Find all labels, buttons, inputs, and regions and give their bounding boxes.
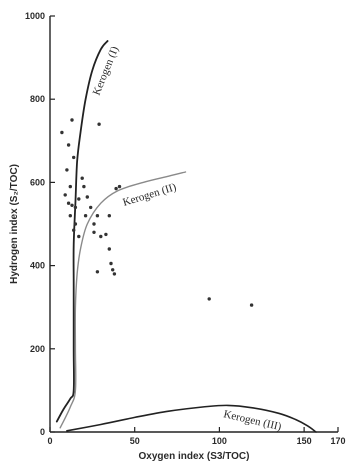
kerogen-ii-curve [59,171,187,429]
data-point [117,184,122,189]
data-point [99,234,103,239]
data-point [73,222,78,226]
y-tick-label: 0 [40,427,45,437]
x-tick-label: 100 [212,436,227,446]
kerogen-iii-curve [66,404,317,433]
y-tick-label: 200 [30,344,45,354]
data-point [82,184,86,189]
y-tick-label: 800 [30,94,45,104]
data-point [92,230,96,234]
data-point [72,228,76,232]
x-tick-label: 170 [330,436,345,446]
data-point [104,232,108,237]
x-tick-label: 50 [130,436,140,446]
data-point [92,222,96,226]
data-point [207,297,211,301]
x-tick-label: 0 [47,436,52,446]
data-point [66,201,71,205]
data-point [66,143,71,147]
data-point [95,270,100,274]
data-point [68,214,73,218]
label-layer: Kerogen (I)Kerogen (II)Kerogen (III) [91,44,283,433]
x-tick-label: 150 [297,436,312,446]
curve-layer [55,40,317,433]
data-point [77,197,81,201]
data-point [112,272,117,276]
data-point [111,268,115,272]
kerogen-i-label: Kerogen (I) [91,44,122,97]
kerogen-i-curve [55,40,109,423]
axis-layer [49,16,338,433]
data-point [63,193,67,197]
y-tick-label: 1000 [25,11,45,21]
data-point [80,176,84,180]
data-point [107,247,112,251]
y-tick-label: 400 [30,261,45,271]
data-point [114,186,118,191]
data-point [83,214,88,218]
data-point [107,214,112,218]
data-point [97,122,101,126]
data-point [77,234,81,239]
data-point [73,205,78,210]
data-point [89,205,93,210]
point-layer [60,118,254,307]
kerogen-ii-label: Kerogen (II) [121,181,178,209]
data-point [70,118,74,122]
y-tick-label: 600 [30,177,45,187]
data-point [95,214,100,218]
tick-layer: 0 50 100 150 170 0 200 400 600 800 1000 [25,11,346,446]
data-point [70,203,74,207]
y-axis-title: Hydrogen index (S₂/TOC) [9,164,20,284]
x-axis-title: Oxygen index (S3/TOC) [139,451,250,462]
data-point [249,303,254,307]
data-point [65,168,69,172]
data-point [85,195,90,199]
data-point [109,261,113,266]
data-point [60,130,64,135]
data-point [68,184,73,189]
data-point [72,155,76,160]
